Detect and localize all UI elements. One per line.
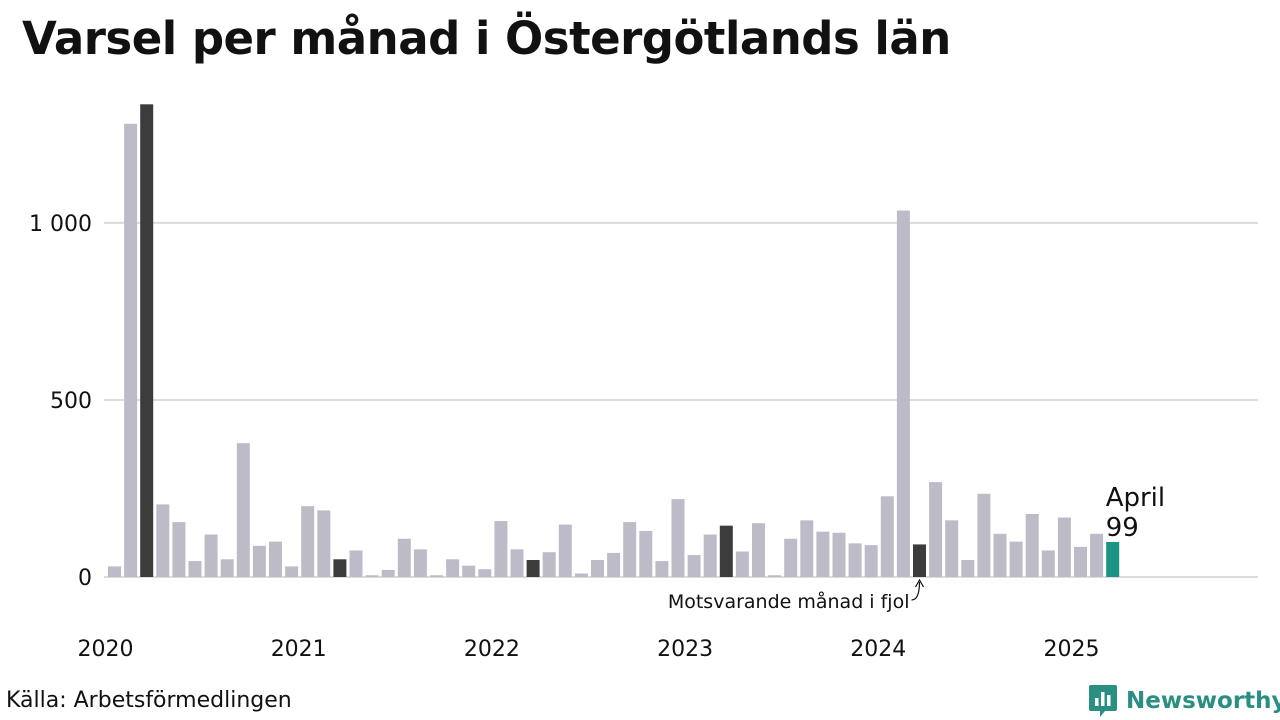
bar bbox=[1025, 513, 1039, 577]
bar bbox=[864, 545, 878, 577]
bar bbox=[333, 559, 347, 577]
bar bbox=[269, 541, 282, 577]
x-tick-label: 2025 bbox=[1044, 637, 1100, 662]
bar bbox=[558, 524, 572, 577]
bar bbox=[784, 538, 798, 577]
bar bbox=[591, 560, 604, 577]
source-note: Källa: Arbetsförmedlingen bbox=[6, 688, 292, 713]
annotation-arrow bbox=[911, 581, 921, 601]
bar bbox=[124, 123, 138, 577]
bar bbox=[993, 533, 1007, 577]
x-tick-label: 2021 bbox=[271, 637, 327, 662]
x-tick-label: 2024 bbox=[850, 637, 906, 662]
bar bbox=[542, 552, 556, 577]
newsworthy-logo: Newsworthy bbox=[1088, 684, 1280, 718]
bar bbox=[349, 550, 363, 577]
bar bbox=[639, 530, 653, 577]
bar bbox=[880, 496, 894, 577]
bar bbox=[655, 561, 669, 577]
bar bbox=[140, 104, 154, 578]
bar bbox=[913, 544, 926, 577]
bar bbox=[204, 534, 218, 577]
bar bbox=[430, 575, 443, 577]
chart-title: Varsel per månad i Östergötlands län bbox=[22, 12, 951, 65]
bar bbox=[462, 565, 476, 577]
annotation-label: Motsvarande månad i fjol bbox=[668, 590, 910, 613]
bar bbox=[848, 543, 862, 577]
highlight-month-label: April bbox=[1106, 483, 1165, 513]
bar bbox=[671, 499, 685, 577]
bar bbox=[285, 566, 299, 577]
bar bbox=[961, 560, 975, 577]
bar bbox=[317, 510, 331, 577]
bar bbox=[446, 559, 460, 577]
annotation-arrowhead bbox=[914, 578, 925, 588]
newsworthy-logo-icon bbox=[1089, 685, 1117, 717]
highlight-value-label: 99 bbox=[1106, 513, 1139, 543]
bar bbox=[703, 534, 717, 577]
bar bbox=[252, 545, 266, 577]
x-tick-label: 2023 bbox=[657, 637, 713, 662]
bar bbox=[768, 575, 782, 577]
bar bbox=[236, 443, 250, 577]
bar bbox=[172, 522, 186, 577]
bar bbox=[929, 482, 943, 577]
bar bbox=[1041, 550, 1055, 577]
y-tick-label: 1 000 bbox=[29, 212, 92, 237]
bar bbox=[220, 559, 234, 577]
bar bbox=[365, 575, 379, 577]
bar bbox=[607, 552, 621, 577]
bar bbox=[735, 551, 749, 577]
y-tick-label: 500 bbox=[50, 389, 92, 414]
bar bbox=[574, 573, 588, 577]
bar bbox=[1057, 517, 1071, 577]
bar bbox=[977, 493, 991, 577]
bar bbox=[1074, 546, 1087, 577]
bar bbox=[816, 531, 830, 577]
bar bbox=[188, 561, 202, 577]
bar bbox=[381, 569, 395, 577]
bar bbox=[1009, 541, 1023, 577]
bar bbox=[832, 532, 846, 577]
bar bbox=[526, 560, 540, 577]
x-tick-label: 2020 bbox=[78, 637, 134, 662]
newsworthy-logo-text: Newsworthy bbox=[1126, 688, 1280, 714]
y-tick-label: 0 bbox=[78, 566, 92, 591]
bar bbox=[156, 504, 170, 577]
bar bbox=[413, 549, 427, 577]
bar bbox=[623, 522, 637, 577]
bar bbox=[1106, 541, 1120, 577]
bar bbox=[301, 506, 315, 577]
bar bbox=[478, 569, 492, 577]
x-tick-label: 2022 bbox=[464, 637, 520, 662]
bar bbox=[1090, 533, 1104, 577]
bar bbox=[494, 521, 508, 577]
bar bbox=[945, 520, 959, 577]
bar bbox=[108, 566, 121, 577]
bar bbox=[687, 555, 701, 577]
bar bbox=[752, 523, 765, 577]
bar bbox=[800, 520, 814, 577]
bar bbox=[397, 538, 411, 577]
bar bbox=[896, 210, 910, 578]
bar bbox=[510, 549, 524, 577]
bar bbox=[719, 525, 733, 577]
